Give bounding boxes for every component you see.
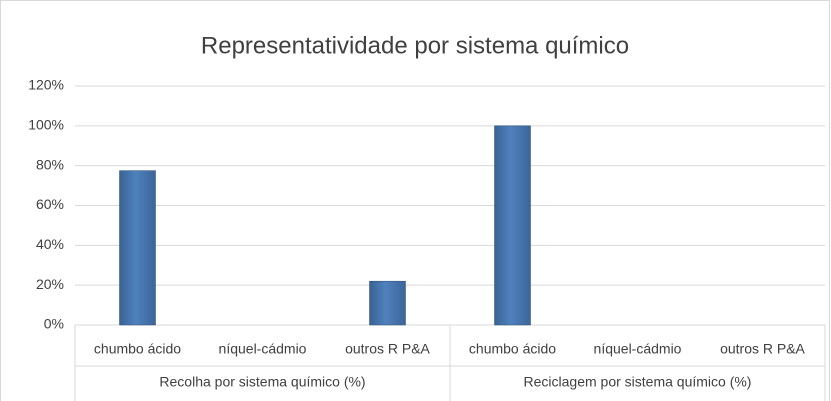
y-tick-label: 40% <box>36 236 64 252</box>
group-label: Reciclagem por sistema químico (%) <box>524 374 752 390</box>
bar <box>494 125 531 326</box>
y-tick-label: 20% <box>36 276 64 292</box>
x-tick-label: outros R P&A <box>720 341 805 357</box>
y-tick-label: 120% <box>28 77 64 93</box>
x-tick-label: chumbo ácido <box>469 341 556 357</box>
bar <box>369 280 406 326</box>
x-tick-label: níquel-cádmio <box>594 341 682 357</box>
x-tick-label: chumbo ácido <box>94 341 181 357</box>
x-tick-label: níquel-cádmio <box>219 341 307 357</box>
x-tick-label: outros R P&A <box>345 341 430 357</box>
group-label: Recolha por sistema químico (%) <box>159 374 365 390</box>
y-tick-label: 0% <box>44 316 64 332</box>
y-tick-label: 80% <box>36 156 64 172</box>
bar <box>119 170 156 326</box>
y-tick-label: 60% <box>36 196 64 212</box>
y-tick-label: 100% <box>28 117 64 133</box>
chart-title: Representatividade por sistema químico <box>201 32 629 59</box>
